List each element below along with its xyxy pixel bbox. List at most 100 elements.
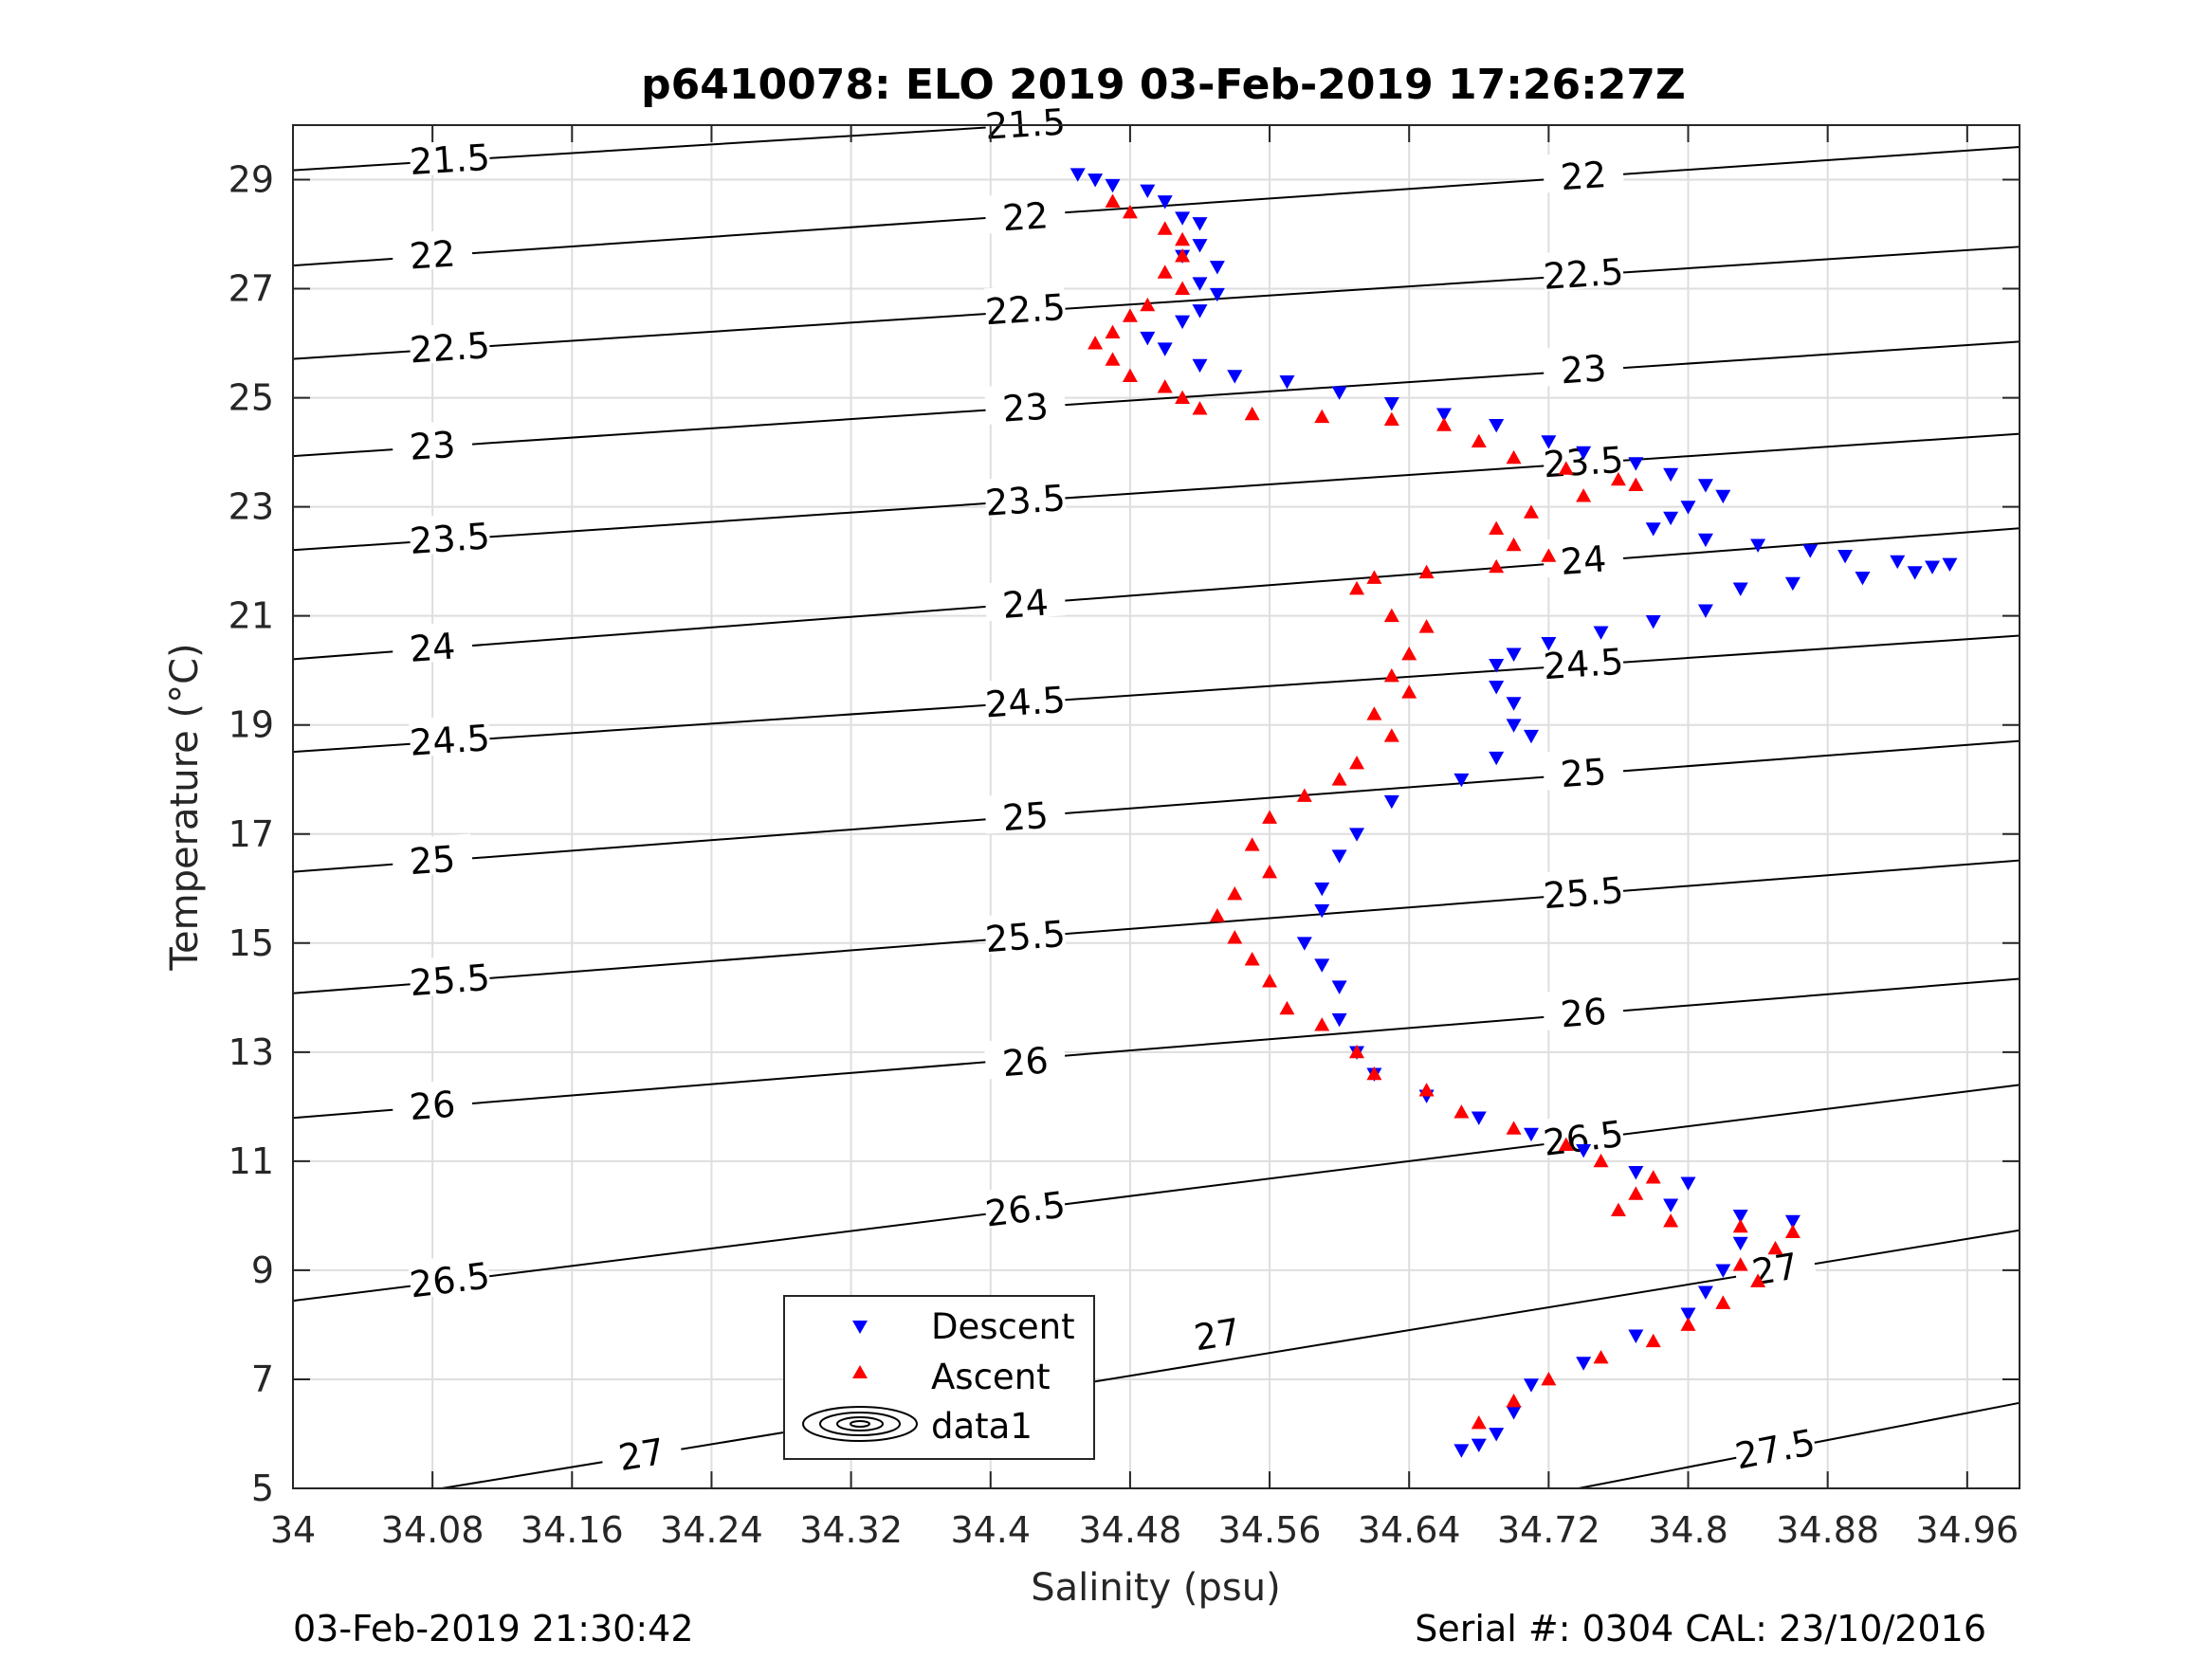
descent-point: [1663, 1198, 1679, 1212]
contour-label-bg: [983, 474, 1067, 518]
contour-label-bg: [983, 381, 1067, 425]
contour-label-bg: [391, 419, 473, 464]
contour-label-bg: [983, 577, 1067, 622]
ascent-point: [1558, 461, 1574, 475]
ascent-point: [1244, 406, 1260, 421]
descent-point: [1645, 615, 1661, 629]
ascent-point: [1680, 1317, 1696, 1331]
contour-label: 24.5: [1542, 641, 1624, 688]
contour-label-bg: [1542, 746, 1625, 791]
ascent-point: [1175, 281, 1191, 295]
descent-point: [1697, 1285, 1713, 1300]
x-tick-label: 34.88: [1776, 1509, 1879, 1551]
descent-point: [1576, 1357, 1592, 1371]
ascent-point: [1105, 352, 1121, 366]
contour-label: 22.5: [409, 324, 491, 371]
ascent-point: [1418, 619, 1435, 633]
descent-point: [1436, 408, 1452, 422]
isopycnal-line: [292, 246, 2020, 360]
x-tick-label: 34.08: [381, 1509, 484, 1551]
descent-point: [1314, 958, 1330, 973]
descent-point: [1489, 751, 1505, 766]
descent-point: [1383, 794, 1399, 810]
descent-point: [1453, 1444, 1470, 1458]
descent-point: [1663, 467, 1679, 483]
ascent-point: [1750, 1273, 1766, 1287]
ascent-point: [1593, 1153, 1609, 1168]
ascent-point: [1244, 837, 1260, 851]
ascent-point: [1314, 409, 1330, 424]
descent-point: [1140, 331, 1156, 346]
descent-point: [1715, 489, 1731, 504]
ascent-point: [1401, 684, 1417, 699]
isopycnal-line: [292, 432, 2020, 552]
y-tick-label: 15: [229, 922, 274, 964]
descent-point: [1680, 501, 1696, 515]
ascent-point: [1122, 368, 1138, 382]
descent-point: [1331, 386, 1347, 400]
legend-data1-label: data1: [931, 1406, 1033, 1447]
descent-point: [1593, 626, 1609, 640]
legend-ascent-marker: [852, 1365, 868, 1378]
contour-label: 22: [1001, 194, 1050, 239]
ascent-point: [1383, 608, 1399, 623]
descent-point: [1697, 479, 1713, 493]
y-tick-label: 9: [251, 1249, 274, 1291]
isopycnal-line: [292, 340, 2020, 458]
ascent-point: [1175, 231, 1191, 246]
ascent-point: [1610, 1202, 1626, 1217]
descent-point: [1506, 719, 1522, 733]
contour-label: 26: [1559, 991, 1608, 1036]
descent-point: [1628, 1165, 1644, 1180]
ascent-point: [1331, 772, 1347, 786]
descent-point: [1157, 195, 1173, 210]
contour-label: 25.5: [409, 957, 492, 1004]
contour-label: 24: [1001, 581, 1051, 627]
isopycnal-line: [292, 739, 2020, 873]
contour-label-bg: [1731, 1239, 1818, 1290]
descent-point: [1732, 1210, 1748, 1224]
ascent-point: [1192, 401, 1208, 415]
descent-point: [1506, 647, 1522, 662]
contour-label-bg: [408, 512, 491, 556]
y-tick-label: 23: [229, 486, 274, 528]
isopycnal-line: [292, 634, 2020, 754]
legend: Descent Ascent data1: [783, 1295, 1095, 1460]
descent-point: [1784, 576, 1801, 592]
ascent-point: [1506, 1393, 1522, 1408]
descent-point: [1331, 1012, 1347, 1028]
descent-point: [1645, 522, 1661, 537]
contour-label: 22.5: [984, 286, 1067, 333]
ascent-point: [1157, 379, 1173, 393]
ascent-point: [1506, 1121, 1522, 1135]
descent-point: [1732, 582, 1748, 596]
ascent-point: [1349, 755, 1365, 770]
legend-descent-marker: [852, 1321, 868, 1334]
descent-point: [1541, 637, 1557, 651]
descent-point: [1331, 849, 1347, 864]
ascent-point: [1105, 193, 1121, 208]
contour-label: 22: [1559, 154, 1607, 198]
descent-point: [1784, 1214, 1801, 1230]
descent-point: [1541, 435, 1557, 449]
ascent-point: [1471, 433, 1487, 448]
contour-label: 25: [1559, 751, 1608, 796]
legend-box: [783, 1295, 1095, 1460]
descent-point: [1750, 538, 1766, 553]
ascent-point: [1610, 471, 1626, 486]
y-tick-label: 13: [229, 1031, 274, 1073]
descent-point: [1140, 184, 1156, 199]
contour-label: 26.5: [983, 1184, 1068, 1235]
ascent-point: [1715, 1295, 1731, 1309]
contour-label-bg: [391, 621, 474, 665]
footer-serial: Serial #: 0304 CAL: 23/10/2016: [1415, 1608, 1986, 1650]
ascent-point: [1645, 1333, 1661, 1348]
contour-label: 24: [408, 625, 457, 670]
ascent-point: [1244, 952, 1260, 966]
contour-label-bg: [1542, 637, 1624, 682]
descent-point: [1489, 418, 1505, 433]
contour-label: 25.5: [984, 913, 1068, 960]
ascent-point: [1418, 1083, 1435, 1097]
ascent-point: [1383, 728, 1399, 742]
footer-timestamp: 03-Feb-2019 21:30:42: [293, 1608, 694, 1650]
